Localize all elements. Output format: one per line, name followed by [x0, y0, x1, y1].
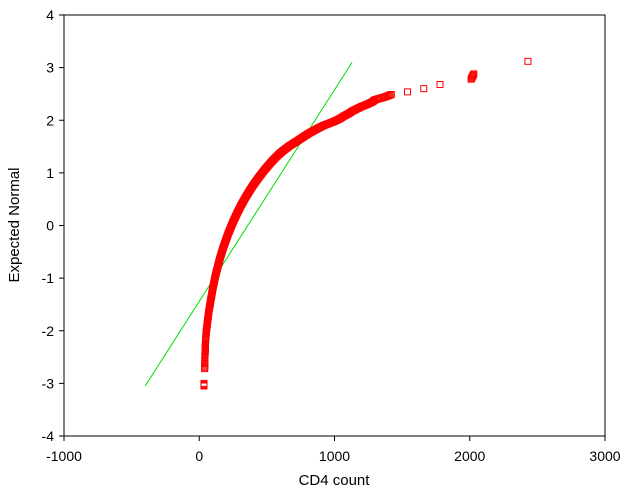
data-point	[340, 112, 348, 120]
data-point	[200, 379, 208, 387]
reference-line-layer	[144, 62, 353, 387]
data-point	[201, 338, 209, 346]
x-axis-title: CD4 count	[299, 472, 371, 489]
y-tick-label: -3	[42, 375, 55, 391]
y-tick-label: -4	[42, 428, 55, 444]
data-point	[524, 57, 532, 65]
y-tick-label: 1	[46, 165, 54, 181]
data-point	[436, 80, 444, 88]
data-point	[320, 122, 328, 130]
data-point	[348, 107, 356, 115]
plot-frame	[63, 14, 606, 437]
expected-normal-line	[144, 62, 353, 387]
data-point	[371, 96, 379, 104]
x-axis-ticks: -1000 0 1000 2000 3000	[46, 436, 621, 464]
y-tick-label: 0	[46, 218, 54, 234]
y-tick-label: -2	[42, 323, 55, 339]
data-points-layer	[200, 57, 532, 390]
x-tick-label: 0	[195, 448, 203, 464]
y-axis-title: Expected Normal	[6, 167, 23, 282]
data-point	[470, 70, 478, 78]
y-axis-ticks: -4 -3 -2 -1 0 1 2 3 4	[42, 7, 64, 444]
data-point	[201, 352, 209, 360]
y-tick-label: 2	[46, 112, 54, 128]
y-tick-label: -1	[42, 270, 55, 286]
x-tick-label: 2000	[454, 448, 485, 464]
data-point	[202, 335, 210, 343]
data-point	[404, 88, 412, 96]
y-tick-label: 3	[46, 60, 54, 76]
data-point	[201, 347, 209, 355]
x-tick-label: 3000	[589, 448, 620, 464]
data-point	[325, 119, 333, 127]
data-point	[358, 103, 366, 111]
x-tick-label: 1000	[319, 448, 350, 464]
data-point	[387, 90, 395, 98]
data-point	[381, 93, 389, 101]
x-tick-label: -1000	[46, 448, 82, 464]
data-point	[420, 85, 428, 93]
data-point-fill	[469, 71, 477, 79]
y-tick-label: 4	[46, 7, 54, 23]
data-point	[201, 343, 209, 351]
plot-area-border	[63, 14, 606, 437]
